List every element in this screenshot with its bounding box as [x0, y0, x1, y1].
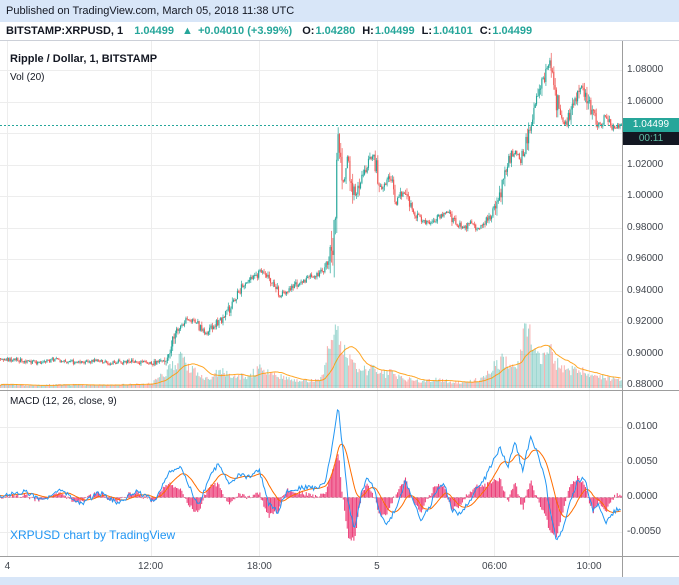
tradingview-watermark-link[interactable]: XRPUSD chart by TradingView — [10, 528, 176, 542]
published-bar: Published on TradingView.com, March 05, … — [0, 0, 679, 22]
ohlc-values: O:1.04280 H:1.04499 L:1.04101 C:1.04499 — [295, 25, 532, 37]
price-change: +0.04010 (+3.99%) — [197, 25, 293, 37]
ohlc-value: 1.04499 — [374, 25, 415, 37]
macd-indicator-legend[interactable]: MACD (12, 26, close, 9) — [10, 396, 117, 407]
published-text: Published on TradingView.com, March 05, … — [6, 5, 295, 17]
symbol-name[interactable]: BITSTAMP:XRPUSD, 1 — [6, 25, 124, 37]
symbol-info-bar: BITSTAMP:XRPUSD, 1 1.04499 ▲ +0.04010 (+… — [0, 22, 679, 41]
ohlc-label: H: — [362, 25, 374, 37]
ohlc-label: O: — [302, 25, 315, 37]
chart-legend-title[interactable]: Ripple / Dollar, 1, BITSTAMP — [10, 53, 158, 65]
ohlc-value: 1.04280 — [315, 25, 356, 37]
ohlc-value: 1.04499 — [492, 25, 533, 37]
ohlc-label: C: — [479, 25, 492, 37]
volume-indicator-legend[interactable]: Vol (20) — [10, 72, 45, 83]
ohlc-value: 1.04101 — [433, 25, 473, 37]
ohlc-label: L: — [421, 25, 432, 37]
change-arrow-icon: ▲ — [182, 25, 193, 37]
bottom-strip — [0, 577, 679, 585]
last-price-value: 1.04499 — [134, 25, 174, 37]
